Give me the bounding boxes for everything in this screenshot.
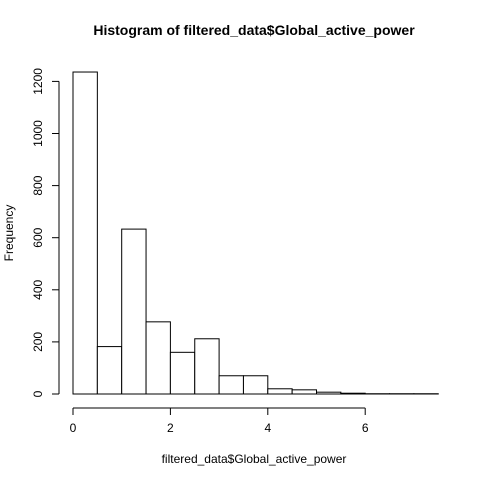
y-tick-label: 200 xyxy=(31,332,45,352)
y-tick-label: 1200 xyxy=(31,68,45,95)
chart-title: Histogram of filtered_data$Global_active… xyxy=(93,22,415,38)
histogram-bar xyxy=(121,228,147,395)
x-tick-label: 6 xyxy=(362,421,369,435)
y-tick-label: 400 xyxy=(31,279,45,299)
histogram-bar xyxy=(316,391,342,395)
histogram-bar xyxy=(242,375,269,395)
bars-group xyxy=(72,71,439,395)
y-tick-label: 1000 xyxy=(31,120,45,147)
histogram-bar xyxy=(340,392,366,395)
y-tick-label: 0 xyxy=(31,390,45,397)
y-axis: 0 200 400 600 800 1000 1200 xyxy=(31,68,60,397)
x-tick-label: 2 xyxy=(167,421,174,435)
histogram-bar xyxy=(218,375,244,395)
x-axis-label: filtered_data$Global_active_power xyxy=(162,452,347,466)
y-tick-label: 800 xyxy=(31,175,45,195)
histogram-bar xyxy=(194,338,220,395)
x-axis: 0 2 4 6 xyxy=(70,407,369,435)
x-tick-label: 0 xyxy=(70,421,77,435)
histogram-bar xyxy=(145,321,171,395)
histogram-bar xyxy=(96,346,123,395)
histogram-bar xyxy=(291,389,317,395)
histogram-bar xyxy=(267,388,293,395)
y-tick-label: 600 xyxy=(31,227,45,247)
histogram-bar xyxy=(72,71,98,395)
histogram-bar xyxy=(169,351,196,395)
y-axis-label: Frequency xyxy=(2,205,16,262)
x-tick-label: 4 xyxy=(264,421,271,435)
